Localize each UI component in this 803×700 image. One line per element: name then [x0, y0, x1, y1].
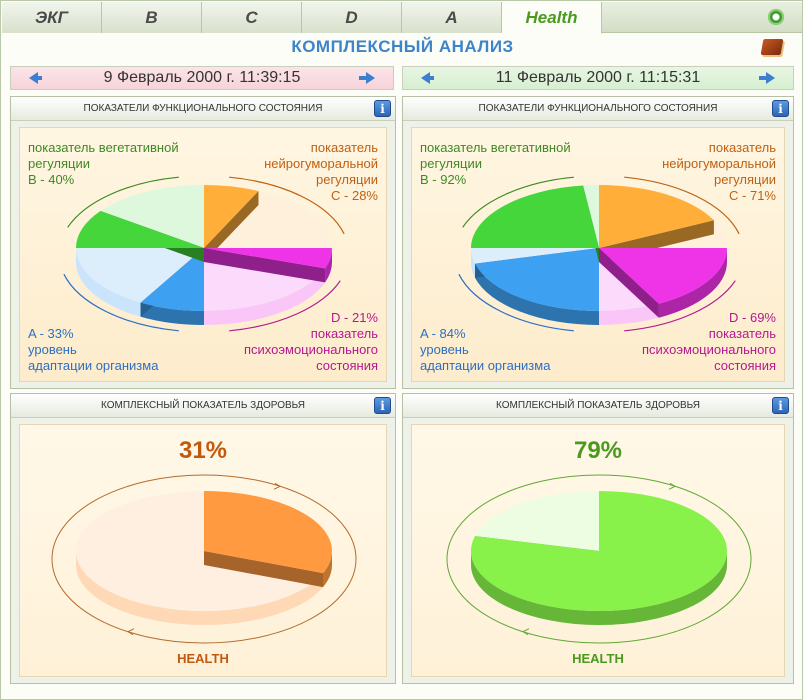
tab-b[interactable]: B: [102, 2, 202, 33]
ring-arrowhead: [521, 628, 530, 636]
functional-pie-chart: [458, 176, 740, 332]
label-c: показатель нейрогуморальной регуляции C - 2…: [264, 140, 378, 203]
ring-arrowhead: [668, 482, 677, 490]
date-bar-right: 11 Февраль 2000 г. 11:15:31: [402, 66, 794, 90]
next-arrow-icon[interactable]: [359, 72, 375, 84]
pie-ghost-side-D: [204, 248, 332, 325]
tab-bar: ЭКГ B C D A Health: [2, 2, 802, 34]
panel-header: КОМПЛЕКСНЫЙ ПОКАЗАТЕЛЬ ЗДОРОВЬЯ: [11, 394, 395, 418]
pie-slice-C: [599, 185, 714, 248]
ring-arrow-a: [458, 273, 574, 332]
pie-wall-D: [599, 248, 659, 318]
ring-arrowhead: [126, 628, 135, 636]
tab-c[interactable]: C: [202, 2, 302, 33]
info-icon[interactable]: i: [772, 397, 789, 414]
info-icon[interactable]: i: [772, 100, 789, 117]
label-b: показатель вегетативной регуляции B - 92%: [420, 140, 571, 187]
label-d: D - 69% показатель психоэмоционального сост…: [642, 310, 776, 373]
health-pie-chart: [51, 474, 357, 644]
health-panel-left: КОМПЛЕКСНЫЙ ПОКАЗАТЕЛЬ ЗДОРОВЬЯ i 31% HE…: [10, 393, 396, 684]
info-icon[interactable]: i: [374, 100, 391, 117]
pie-slice-A: [140, 248, 204, 311]
health-label: HEALTH: [177, 651, 229, 666]
health-pie-chart: [446, 474, 752, 644]
ring-arrow-d: [229, 280, 341, 332]
pie-wall-C: [204, 191, 259, 262]
ring-arrow-a: [63, 273, 179, 332]
pie-side-A: [475, 263, 599, 325]
health-slice-side: [471, 551, 727, 625]
label-d: D - 21% показатель психоэмоционального сост…: [244, 310, 378, 373]
info-icon[interactable]: i: [374, 397, 391, 414]
ring-arrow-b: [67, 176, 179, 228]
health-chart-area: 31% HEALTH: [19, 424, 387, 677]
health-percent: 31%: [178, 437, 228, 464]
tab-d[interactable]: D: [302, 2, 402, 33]
health-label: HEALTH: [572, 651, 624, 666]
pie-side-A: [140, 302, 204, 325]
page-title: КОМПЛЕКСНЫЙ АНАЛИЗ: [291, 37, 514, 56]
health-ring: [51, 474, 357, 644]
tab-health[interactable]: Health: [502, 2, 602, 34]
panel-header: ПОКАЗАТЕЛИ ФУНКЦИОНАЛЬНОГО СОСТОЯНИЯ: [11, 97, 395, 121]
date-bar-left: 9 Февраль 2000 г. 11:39:15: [10, 66, 394, 90]
ring-arrow-b: [462, 176, 574, 228]
prev-arrow-icon[interactable]: [29, 72, 42, 84]
label-a: A - 84% уровень адаптации организма: [420, 326, 551, 373]
settings-gear-icon[interactable]: [768, 9, 784, 25]
pie-slice-D: [599, 248, 727, 304]
ring-arrowhead: [273, 482, 282, 490]
ring-arrow-d: [624, 280, 736, 332]
next-arrow-icon[interactable]: [759, 72, 775, 84]
pie-slice-B: [471, 185, 599, 248]
tab-a[interactable]: A: [402, 2, 502, 33]
pie-slice-B: [76, 211, 204, 248]
prev-arrow-icon[interactable]: [421, 72, 434, 84]
panel-header: ПОКАЗАТЕЛИ ФУНКЦИОНАЛЬНОГО СОСТОЯНИЯ: [403, 97, 793, 121]
label-b: показатель вегетативной регуляции B - 40%: [28, 140, 179, 187]
health-slice-side: [323, 551, 332, 588]
ring-arrow-c: [624, 176, 740, 235]
date-left-text: 9 Февраль 2000 г. 11:39:15: [103, 69, 301, 86]
pie-wall-D: [204, 248, 326, 283]
functional-pie-chart: [63, 176, 345, 332]
health-slice: [204, 491, 332, 574]
health-chart-area: 79% HEALTH: [411, 424, 785, 677]
book-icon[interactable]: [760, 39, 784, 55]
health-ghost-side: [76, 551, 332, 625]
panel-header: КОМПЛЕКСНЫЙ ПОКАЗАТЕЛЬ ЗДОРОВЬЯ: [403, 394, 793, 418]
label-c: показатель нейрогуморальной регуляции C - 7…: [662, 140, 776, 203]
panel-title: ПОКАЗАТЕЛИ ФУНКЦИОНАЛЬНОГО СОСТОЯНИЯ: [478, 103, 718, 114]
pie-slice-A: [475, 248, 599, 311]
functional-chart-area: показатель вегетативной регуляции B - 92% …: [411, 127, 785, 382]
pie-slice-D: [204, 248, 332, 269]
functional-chart-area: показатель вегетативной регуляции B - 40% …: [19, 127, 387, 382]
health-ring: [446, 474, 752, 644]
ring-arrow-c: [229, 176, 345, 235]
date-right-text: 11 Февраль 2000 г. 11:15:31: [495, 69, 701, 86]
panel-title: ПОКАЗАТЕЛИ ФУНКЦИОНАЛЬНОГО СОСТОЯНИЯ: [83, 103, 323, 114]
label-a: A - 33% уровень адаптации организма: [28, 326, 159, 373]
pie-slice-C: [204, 185, 259, 248]
functional-panel-left: ПОКАЗАТЕЛИ ФУНКЦИОНАЛЬНОГО СОСТОЯНИЯ i п…: [10, 96, 396, 389]
health-panel-right: КОМПЛЕКСНЫЙ ПОКАЗАТЕЛЬ ЗДОРОВЬЯ i 79% HE…: [402, 393, 794, 684]
health-slice-wall: [204, 551, 323, 588]
pie-side-D: [658, 248, 727, 318]
health-slice: [470, 491, 727, 611]
panel-title: КОМПЛЕКСНЫЙ ПОКАЗАТЕЛЬ ЗДОРОВЬЯ: [101, 400, 305, 411]
panel-title: КОМПЛЕКСНЫЙ ПОКАЗАТЕЛЬ ЗДОРОВЬЯ: [496, 400, 700, 411]
pie-side-D: [325, 248, 332, 283]
health-percent: 79%: [573, 437, 623, 464]
functional-panel-right: ПОКАЗАТЕЛИ ФУНКЦИОНАЛЬНОГО СОСТОЯНИЯ i п…: [402, 96, 794, 389]
tab-ekg[interactable]: ЭКГ: [2, 2, 102, 33]
